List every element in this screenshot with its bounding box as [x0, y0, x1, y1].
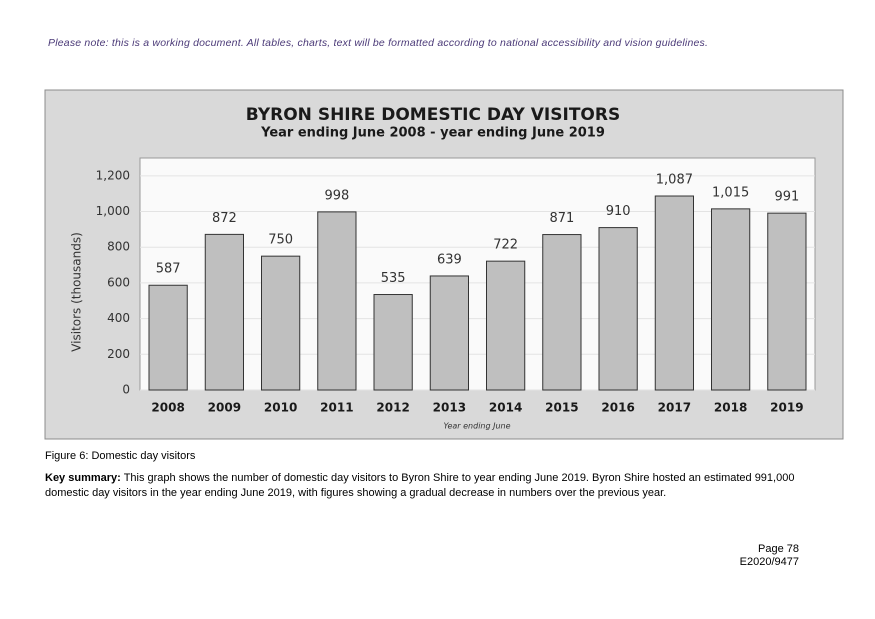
- y-tick-label: 1,200: [96, 168, 130, 182]
- bar: [486, 260, 526, 391]
- page-number: Page 78: [758, 543, 799, 555]
- y-tick-label: 600: [107, 275, 130, 289]
- document-ref: E2020/9477: [739, 556, 799, 568]
- x-tick-label: 2008: [151, 401, 184, 415]
- summary-label: Key summary:: [45, 472, 121, 484]
- bar: [654, 195, 694, 391]
- data-label: 639: [437, 252, 462, 267]
- data-label: 991: [774, 190, 799, 205]
- summary-text: This graph shows the number of domestic …: [45, 472, 795, 499]
- note: Please note: this is a working document.…: [48, 37, 709, 49]
- bar: [767, 212, 807, 391]
- key-summary: Key summary: This graph shows the number…: [45, 471, 805, 501]
- bar: [148, 284, 188, 391]
- y-tick-label: 800: [107, 240, 130, 254]
- x-tick-label: 2015: [545, 401, 578, 415]
- y-tick-label: 400: [107, 311, 130, 325]
- bar: [711, 208, 751, 391]
- chart-title: BYRON SHIRE DOMESTIC DAY VISITORS: [246, 105, 620, 125]
- data-label: 535: [381, 271, 406, 286]
- data-label: 722: [493, 238, 518, 253]
- data-label: 910: [606, 204, 631, 219]
- plot-area: [139, 157, 816, 391]
- data-label: 872: [212, 211, 237, 226]
- x-tick-label: 2013: [433, 401, 466, 415]
- bar: [429, 275, 469, 391]
- x-tick-label: 2009: [208, 401, 241, 415]
- x-tick-label: 2018: [714, 401, 747, 415]
- bar: [204, 233, 244, 391]
- bar: [261, 255, 301, 391]
- data-label: 998: [324, 188, 349, 203]
- bar: [542, 234, 582, 391]
- bar: [598, 227, 638, 391]
- x-tick-label: 2011: [320, 401, 353, 415]
- y-axis-label: Visitors (thousands): [70, 232, 84, 352]
- bar: [373, 294, 413, 391]
- x-tick-label: 2016: [601, 401, 634, 415]
- y-tick-label: 1,000: [96, 204, 130, 218]
- y-tick-label: 0: [122, 383, 130, 397]
- data-label: 587: [156, 262, 181, 277]
- y-tick-label: 200: [107, 347, 130, 361]
- footer: Page 78 E2020/9477: [740, 543, 799, 569]
- x-tick-label: 2017: [658, 401, 691, 415]
- x-tick-label: 2010: [264, 401, 297, 415]
- figure-caption: Figure 6: Domestic day visitors: [45, 450, 196, 462]
- x-tick-label: 2019: [770, 401, 803, 415]
- x-tick-label: 2012: [376, 401, 409, 415]
- data-label: 871: [549, 211, 574, 226]
- data-label: 1,087: [656, 173, 693, 188]
- bar: [317, 211, 357, 391]
- chart-subtitle: Year ending June 2008 - year ending June…: [260, 126, 605, 141]
- data-label: 1,015: [712, 185, 749, 200]
- x-axis-label: Year ending June: [443, 422, 510, 431]
- chart: BYRON SHIRE DOMESTIC DAY VISITORS Year e…: [44, 89, 844, 440]
- data-label: 750: [268, 233, 293, 248]
- x-tick-label: 2014: [489, 401, 522, 415]
